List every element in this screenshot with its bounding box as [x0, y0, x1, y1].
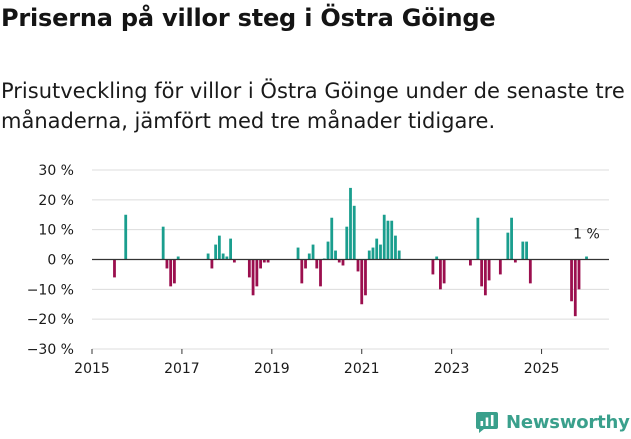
bar — [319, 259, 322, 287]
bar — [169, 259, 173, 287]
bar — [573, 259, 577, 317]
y-axis-tick-labels: 30 % 20 % 10 % 0 % −10 % −20 % −30 % — [27, 163, 74, 358]
bar — [161, 226, 165, 260]
y-tick-label: −20 % — [27, 312, 74, 328]
bar — [469, 259, 472, 266]
bar — [307, 253, 311, 260]
bar — [165, 259, 169, 269]
bar — [221, 253, 225, 260]
bar — [300, 259, 304, 284]
bar — [439, 259, 442, 290]
bar — [326, 241, 330, 260]
price-change-chart: 30 %20 %10 %0 %−10 %−20 %−30 % 2015 2017 2… — [27, 163, 609, 377]
bar — [577, 259, 581, 290]
bar — [345, 226, 349, 260]
bar — [304, 259, 307, 269]
bar — [431, 259, 435, 275]
bar — [247, 259, 251, 278]
x-tick-label: 2017 — [164, 361, 200, 377]
bar — [487, 259, 491, 281]
page-title: Priserna på villor steg i Östra Göinge — [1, 4, 496, 32]
bar — [173, 259, 176, 284]
bar — [255, 259, 259, 287]
bar — [521, 241, 525, 260]
bar — [371, 247, 375, 260]
bar — [206, 253, 210, 260]
y-tick-label: 10 % — [38, 223, 74, 239]
bar — [397, 250, 401, 260]
bar — [364, 259, 367, 296]
bar — [386, 220, 390, 260]
bar — [341, 259, 345, 266]
bar — [352, 205, 356, 260]
bar — [225, 256, 229, 260]
bar — [510, 217, 513, 260]
newsworthy-brand: Newsworthy — [475, 407, 630, 437]
bar — [210, 259, 214, 269]
bar — [506, 232, 510, 260]
newsworthy-logo-icon — [476, 412, 498, 433]
bar — [315, 259, 319, 269]
x-axis-tick-labels: 2015 2017 2019 2021 2023 2025 — [74, 349, 559, 377]
bar — [498, 259, 502, 275]
x-tick-label: 2023 — [434, 361, 470, 377]
bar — [251, 259, 255, 296]
latest-value-label: 1 % — [573, 227, 600, 243]
x-tick-label: 2021 — [344, 361, 380, 377]
bars — [113, 187, 588, 317]
bar — [124, 214, 128, 260]
bar — [375, 238, 379, 260]
y-tick-label: 20 % — [38, 193, 74, 209]
bar — [349, 187, 352, 260]
x-tick-label: 2019 — [254, 361, 290, 377]
bar — [176, 256, 180, 260]
y-tick-label: −30 % — [27, 342, 74, 358]
bar — [379, 244, 382, 260]
bar — [217, 235, 221, 260]
brand-name: Newsworthy — [506, 411, 630, 433]
y-tick-label: 0 % — [47, 253, 74, 269]
bar — [525, 241, 528, 260]
x-tick-label: 2015 — [74, 361, 110, 377]
gridlines — [92, 169, 609, 350]
bar — [296, 247, 300, 260]
bar — [214, 244, 218, 260]
bar — [266, 259, 270, 263]
bar — [480, 259, 484, 287]
page-subtitle: Prisutveckling för villor i Östra Göinge… — [1, 79, 625, 133]
bar — [476, 217, 480, 260]
bar — [435, 256, 439, 260]
bar — [113, 259, 116, 278]
bar — [311, 244, 315, 260]
bar — [229, 238, 232, 260]
bar — [259, 259, 262, 269]
bar — [513, 259, 517, 263]
bar — [356, 259, 360, 272]
y-tick-label: −10 % — [27, 282, 74, 298]
bar — [394, 235, 397, 260]
bar — [330, 217, 334, 260]
bar — [360, 259, 364, 305]
bar — [262, 259, 266, 263]
y-tick-label: 30 % — [38, 163, 74, 179]
bar — [390, 220, 394, 260]
bar — [382, 214, 386, 260]
bar — [585, 256, 588, 260]
bar — [367, 250, 371, 260]
bar — [570, 259, 573, 302]
x-tick-label: 2025 — [524, 361, 560, 377]
bar — [483, 259, 487, 296]
bar — [334, 250, 337, 260]
bar — [528, 259, 532, 284]
bar — [232, 259, 236, 263]
bar — [442, 259, 446, 284]
bar — [337, 259, 341, 263]
